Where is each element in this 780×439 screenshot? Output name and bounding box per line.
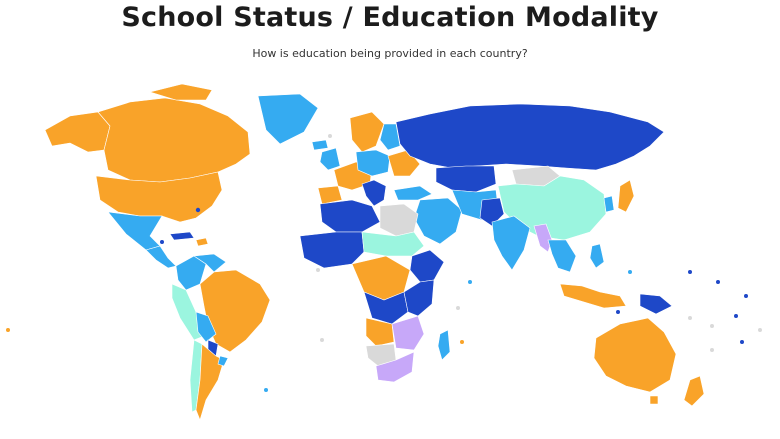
- region-central-europe[interactable]: [355, 149, 391, 177]
- region-venezuela[interactable]: [193, 253, 227, 273]
- region-pakistan-afghanistan[interactable]: [479, 197, 505, 227]
- island-dot[interactable]: [6, 328, 10, 332]
- page-title: School Status / Education Modality: [121, 2, 659, 33]
- island-markers: [6, 134, 762, 392]
- region-scandinavia[interactable]: [349, 111, 385, 153]
- island-dot[interactable]: [264, 388, 268, 392]
- region-southeast-asia[interactable]: [547, 239, 577, 273]
- region-uk-ireland[interactable]: [319, 147, 341, 171]
- region-zambia-mozambique[interactable]: [391, 315, 425, 351]
- region-brazil[interactable]: [199, 269, 271, 353]
- island-dot[interactable]: [456, 306, 460, 310]
- region-angola[interactable]: [365, 317, 395, 347]
- region-north-africa-west[interactable]: [319, 199, 381, 233]
- region-indonesia[interactable]: [559, 283, 627, 309]
- region-alaska[interactable]: [44, 111, 111, 153]
- region-finland[interactable]: [379, 123, 401, 151]
- region-canada[interactable]: [97, 97, 251, 183]
- region-canada-arctic-islands[interactable]: [148, 83, 213, 101]
- region-turkey[interactable]: [393, 185, 433, 201]
- region-india[interactable]: [491, 215, 531, 271]
- region-japan[interactable]: [617, 179, 635, 213]
- island-dot[interactable]: [710, 324, 714, 328]
- region-italy-balkans[interactable]: [361, 179, 387, 207]
- island-dot[interactable]: [688, 270, 692, 274]
- island-dot[interactable]: [468, 280, 472, 284]
- island-dot[interactable]: [195, 207, 201, 213]
- region-horn-of-africa[interactable]: [409, 249, 445, 283]
- island-dot[interactable]: [710, 348, 714, 352]
- island-dot[interactable]: [716, 280, 720, 284]
- region-korea[interactable]: [603, 195, 615, 213]
- island-dot[interactable]: [688, 316, 692, 320]
- region-ecuador-peru[interactable]: [171, 283, 205, 341]
- island-dot[interactable]: [320, 338, 324, 342]
- region-iberia[interactable]: [317, 185, 343, 205]
- region-mexico[interactable]: [107, 211, 163, 251]
- region-russia[interactable]: [395, 103, 665, 171]
- region-sahel-east[interactable]: [361, 231, 425, 257]
- island-dot[interactable]: [160, 240, 164, 244]
- region-west-africa[interactable]: [299, 231, 365, 269]
- page-subtitle: How is education being provided in each …: [252, 47, 528, 60]
- region-madagascar[interactable]: [437, 329, 451, 361]
- region-middle-east[interactable]: [413, 197, 463, 245]
- island-dot[interactable]: [316, 268, 320, 272]
- island-dot[interactable]: [744, 294, 748, 298]
- island-dot[interactable]: [328, 134, 332, 138]
- region-bolivia[interactable]: [195, 311, 217, 343]
- region-iceland[interactable]: [311, 139, 329, 151]
- island-dot[interactable]: [740, 340, 744, 344]
- region-egypt-libya[interactable]: [379, 203, 419, 237]
- island-dot[interactable]: [460, 340, 464, 344]
- region-central-america[interactable]: [145, 245, 177, 269]
- region-papua[interactable]: [639, 293, 673, 315]
- island-dot[interactable]: [734, 314, 738, 318]
- region-argentina[interactable]: [195, 343, 225, 421]
- island-dot[interactable]: [758, 328, 762, 332]
- region-kazakhstan[interactable]: [435, 165, 497, 193]
- region-tasmania[interactable]: [649, 395, 659, 405]
- region-new-zealand[interactable]: [683, 375, 705, 407]
- region-east-africa[interactable]: [403, 279, 435, 317]
- region-greenland[interactable]: [257, 93, 319, 145]
- region-caribbean-islands[interactable]: [195, 237, 209, 247]
- region-uruguay[interactable]: [217, 355, 229, 367]
- island-dot[interactable]: [628, 270, 632, 274]
- region-cuba[interactable]: [169, 231, 195, 241]
- region-usa[interactable]: [95, 171, 223, 223]
- region-australia[interactable]: [593, 317, 677, 393]
- region-south-africa[interactable]: [375, 351, 415, 383]
- region-philippines[interactable]: [589, 243, 605, 269]
- island-dot[interactable]: [616, 310, 620, 314]
